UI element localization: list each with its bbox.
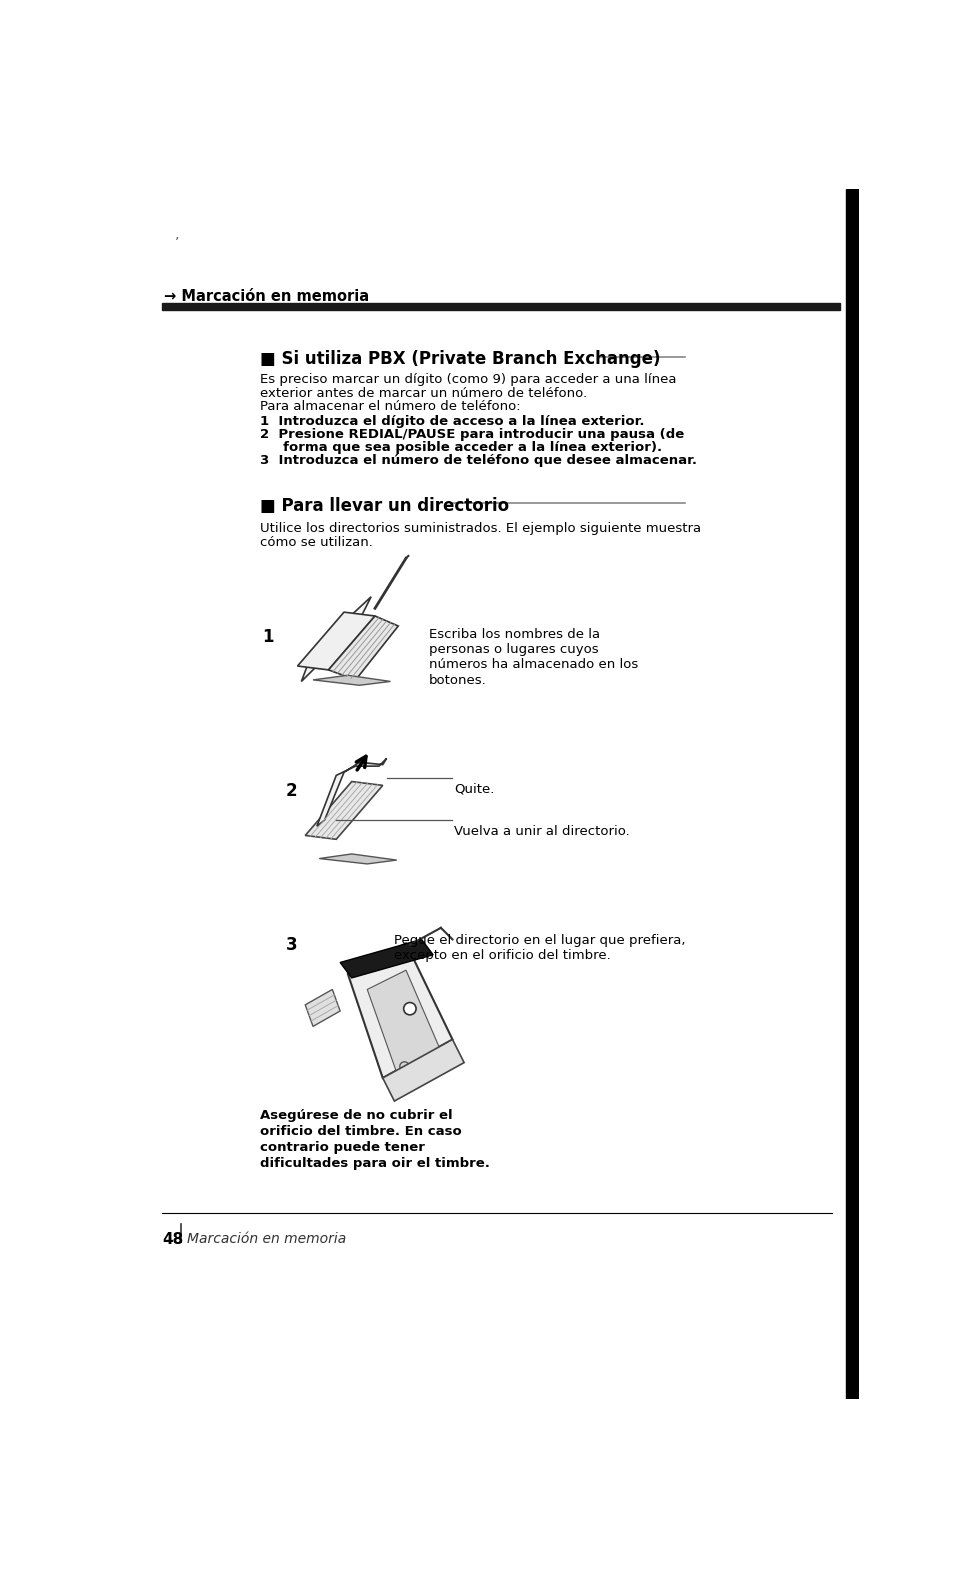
Text: → Marcación en memoria: → Marcación en memoria: [164, 289, 369, 303]
Text: ■ Si utiliza PBX (Private Branch Exchange): ■ Si utiliza PBX (Private Branch Exchang…: [260, 351, 660, 368]
Text: 1: 1: [262, 627, 274, 646]
Text: 48: 48: [162, 1232, 183, 1247]
Text: 2: 2: [286, 781, 297, 800]
Text: Quite.: Quite.: [454, 783, 494, 795]
Text: contrario puede tener: contrario puede tener: [260, 1141, 425, 1154]
Text: 3: 3: [286, 935, 297, 954]
Text: forma que sea posible acceder a la línea exterior).: forma que sea posible acceder a la línea…: [260, 442, 661, 454]
Text: orificio del timbre. En caso: orificio del timbre. En caso: [260, 1126, 461, 1138]
Text: excepto en el orificio del timbre.: excepto en el orificio del timbre.: [394, 949, 611, 962]
Text: Pegue el directorio en el lugar que prefiera,: Pegue el directorio en el lugar que pref…: [394, 934, 685, 946]
Text: ’: ’: [174, 236, 179, 250]
Polygon shape: [316, 758, 386, 827]
Text: Marcación en memoria: Marcación en memoria: [187, 1232, 346, 1247]
Text: 2  Presione REDIAL/PAUSE para introducir una pausa (de: 2 Presione REDIAL/PAUSE para introducir …: [260, 428, 684, 442]
Polygon shape: [328, 616, 397, 681]
Text: Escriba los nombres de la: Escriba los nombres de la: [429, 627, 599, 640]
Text: 1  Introduzca el dígito de acceso a la línea exterior.: 1 Introduzca el dígito de acceso a la lí…: [260, 415, 644, 428]
Text: Vuelva a unir al directorio.: Vuelva a unir al directorio.: [454, 825, 629, 838]
Bar: [845, 189, 858, 1399]
Text: cómo se utilizan.: cómo se utilizan.: [260, 536, 373, 549]
Text: personas o lugares cuyos: personas o lugares cuyos: [429, 643, 598, 656]
Polygon shape: [348, 943, 452, 1078]
Polygon shape: [305, 781, 382, 839]
Text: Es preciso marcar un dígito (como 9) para acceder a una línea: Es preciso marcar un dígito (como 9) par…: [260, 374, 676, 387]
Text: dificultades para oir el timbre.: dificultades para oir el timbre.: [260, 1157, 490, 1170]
Bar: [162, 303, 840, 310]
Circle shape: [403, 1003, 416, 1016]
Polygon shape: [340, 940, 433, 978]
Text: Asegúrese de no cubrir el: Asegúrese de no cubrir el: [260, 1108, 453, 1122]
Polygon shape: [313, 676, 390, 685]
Text: ■ Para llevar un directorio: ■ Para llevar un directorio: [260, 497, 509, 514]
Text: 3  Introduzca el número de teléfono que desee almacenar.: 3 Introduzca el número de teléfono que d…: [260, 454, 697, 467]
Text: Para almacenar el número de teléfono:: Para almacenar el número de teléfono:: [260, 399, 520, 412]
Text: Utilice los directorios suministrados. El ejemplo siguiente muestra: Utilice los directorios suministrados. E…: [260, 522, 700, 534]
Text: exterior antes de marcar un número de teléfono.: exterior antes de marcar un número de te…: [260, 387, 587, 399]
Polygon shape: [301, 597, 371, 681]
Text: botones.: botones.: [429, 674, 486, 687]
Text: números ha almacenado en los: números ha almacenado en los: [429, 659, 638, 671]
Polygon shape: [319, 854, 396, 865]
Polygon shape: [305, 989, 340, 1027]
Polygon shape: [382, 1039, 464, 1100]
Polygon shape: [297, 612, 375, 670]
Polygon shape: [367, 970, 440, 1072]
